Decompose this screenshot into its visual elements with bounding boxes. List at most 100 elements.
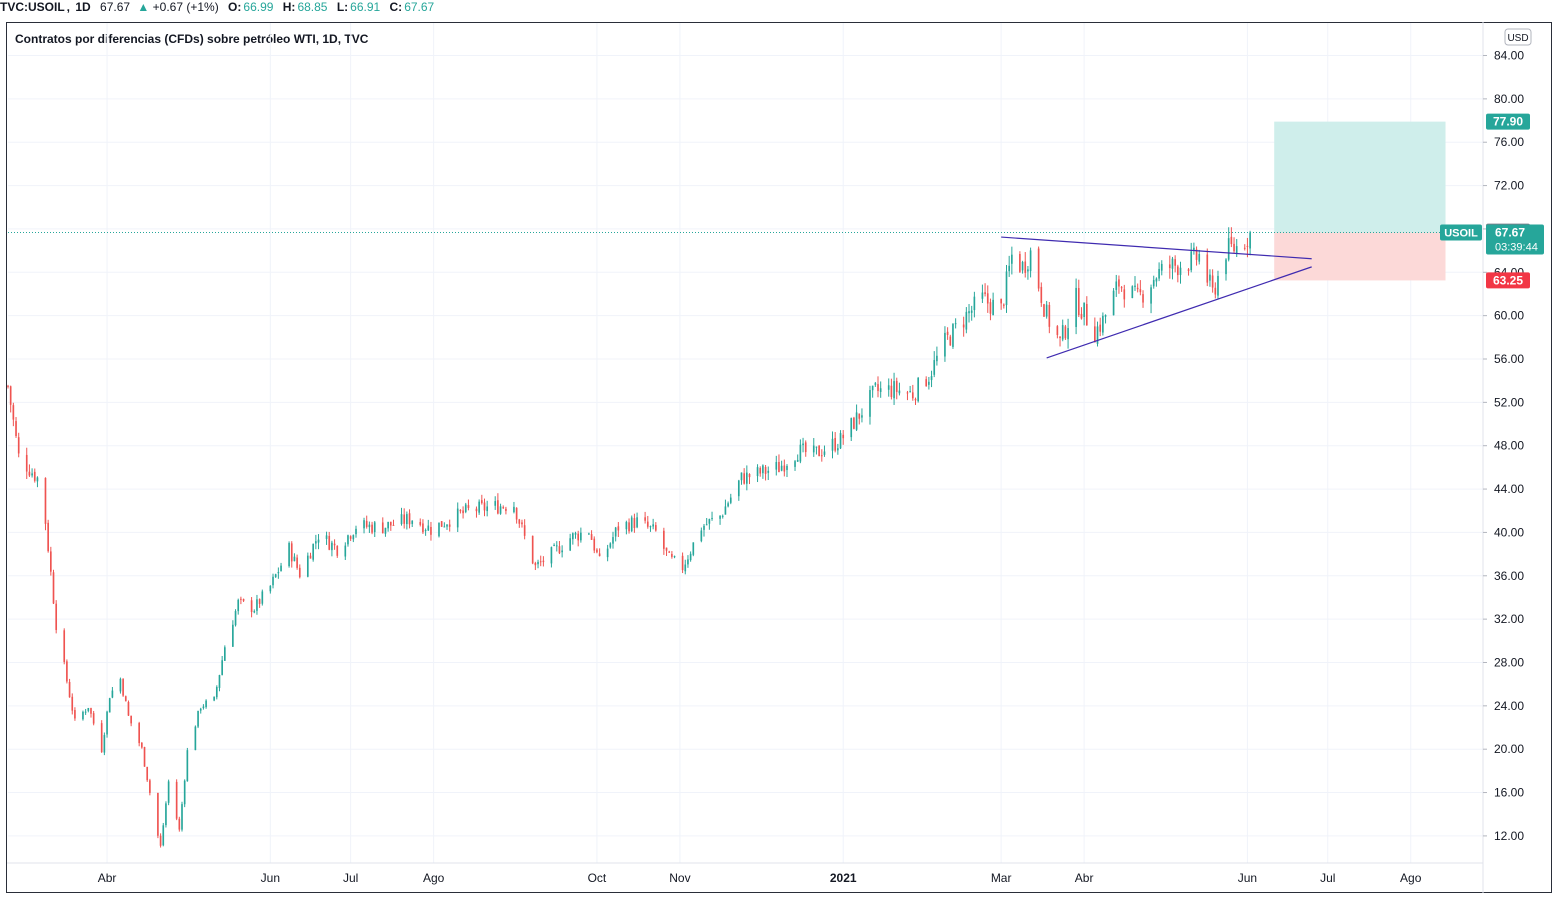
current-symbol-bg <box>1440 224 1482 241</box>
candle-body <box>183 780 186 805</box>
candle-body <box>799 444 802 462</box>
candle-body <box>1048 304 1051 327</box>
candle-body <box>1029 250 1032 272</box>
y-tick-label: 36.00 <box>1494 569 1524 583</box>
y-tick-label: 56.00 <box>1494 352 1524 366</box>
candle-body <box>719 515 721 519</box>
x-tick-label: Ago <box>423 871 445 885</box>
candle-body <box>759 468 762 474</box>
candle-body <box>215 687 218 698</box>
chart-frame[interactable] <box>6 22 1552 893</box>
candle-body <box>925 379 928 387</box>
candle-body <box>1085 303 1088 326</box>
y-tick-label: 52.00 <box>1494 395 1524 409</box>
currency-label: USD <box>1507 33 1528 44</box>
candle-body <box>577 533 580 541</box>
candle-body <box>555 545 558 547</box>
candle-body <box>842 434 845 439</box>
candle-body <box>352 535 355 540</box>
candle-body <box>708 519 711 524</box>
candle-body <box>612 537 614 544</box>
candle-body <box>962 324 965 328</box>
candle-body <box>1171 258 1174 269</box>
candle-body <box>1134 285 1136 287</box>
candle-body <box>606 548 609 558</box>
candle-body <box>965 311 968 330</box>
x-tick-label: Abr <box>98 871 117 885</box>
candle-body <box>400 514 403 525</box>
symbol-name[interactable]: TVC:USOIL <box>0 0 65 14</box>
candle-body <box>534 562 537 566</box>
candle-body <box>162 825 165 846</box>
candle-body <box>499 506 502 514</box>
candle-body <box>411 520 414 524</box>
interval[interactable]: 1D <box>75 0 91 14</box>
candle-body <box>315 541 317 544</box>
candle-body <box>877 384 879 391</box>
candle-body <box>890 385 893 398</box>
candle-body <box>232 624 234 647</box>
candle-body <box>199 708 202 711</box>
candle-body <box>381 522 384 534</box>
position-zones <box>1274 121 1446 281</box>
candle-body <box>1021 262 1024 271</box>
candle-body <box>858 413 861 419</box>
candle-body <box>194 726 197 751</box>
x-tick-label: 2021 <box>830 871 857 885</box>
candle-body <box>1139 289 1142 293</box>
candle-body <box>408 513 411 525</box>
candle-body <box>384 527 387 534</box>
candle-body <box>895 380 898 392</box>
candle-body <box>740 472 743 481</box>
candle-body <box>68 681 71 698</box>
candle-body <box>106 711 108 735</box>
x-tick-label: Nov <box>669 871 690 885</box>
candle-body <box>459 510 462 512</box>
candle-body <box>936 355 938 362</box>
candle-body <box>213 696 215 701</box>
candle-body <box>456 508 459 528</box>
last-price: 67.67 <box>100 0 131 14</box>
candle-body <box>949 336 952 346</box>
candle-body <box>36 477 39 482</box>
candle-body <box>419 521 422 525</box>
candle-body <box>783 465 786 472</box>
candle-body <box>1217 275 1219 296</box>
candle-body <box>256 599 258 611</box>
upper-trendline <box>1001 236 1312 260</box>
countdown-tag: 03:39:44 <box>1495 242 1538 254</box>
candle-body <box>347 535 349 545</box>
candle-body <box>1214 287 1217 295</box>
y-tick-label: 16.00 <box>1494 786 1524 800</box>
candle-body <box>92 713 95 724</box>
target-zone <box>1274 121 1446 233</box>
x-tick-label: Ago <box>1400 871 1422 885</box>
candle-body <box>952 324 954 347</box>
candle-body <box>762 465 764 474</box>
candle-body <box>981 292 984 299</box>
candle-body <box>12 405 15 420</box>
candle-body <box>124 696 127 702</box>
candle-body <box>780 465 783 471</box>
y-tick-label: 48.00 <box>1494 439 1524 453</box>
close-label: C: <box>389 0 403 14</box>
candle-body <box>914 398 917 401</box>
candle-body <box>1094 326 1096 343</box>
candle-body <box>71 696 74 711</box>
candle-body <box>1118 279 1120 287</box>
candle-body <box>138 723 141 744</box>
candle-body <box>671 553 673 557</box>
candle-body <box>553 544 555 546</box>
candle-body <box>50 551 52 572</box>
candle-body <box>721 515 724 517</box>
candle-body <box>756 467 759 477</box>
candle-body <box>818 445 820 457</box>
candle-body <box>122 679 124 696</box>
candle-body <box>494 501 497 506</box>
candle-body <box>87 707 90 711</box>
candle-body <box>7 385 9 387</box>
candle-body <box>165 803 167 826</box>
candle-body <box>861 415 863 418</box>
candle-body <box>387 521 389 529</box>
